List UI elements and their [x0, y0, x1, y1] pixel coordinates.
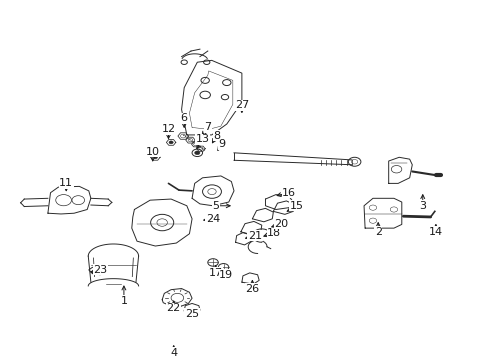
Text: 13: 13	[195, 134, 209, 144]
Text: 18: 18	[267, 228, 281, 238]
Text: 20: 20	[274, 219, 287, 229]
Text: 24: 24	[205, 214, 220, 224]
Text: 7: 7	[204, 122, 211, 132]
Text: 2: 2	[374, 227, 381, 237]
Text: 8: 8	[213, 131, 220, 141]
Text: 19: 19	[219, 270, 233, 280]
Circle shape	[153, 156, 157, 159]
Text: 11: 11	[59, 179, 73, 188]
Text: 4: 4	[170, 348, 177, 358]
Text: 17: 17	[208, 268, 222, 278]
Text: 14: 14	[428, 227, 442, 237]
Text: 12: 12	[161, 124, 175, 134]
Circle shape	[93, 269, 99, 273]
Circle shape	[194, 151, 200, 155]
Circle shape	[169, 141, 173, 144]
Text: 9: 9	[218, 139, 225, 149]
Text: 21: 21	[247, 231, 262, 240]
Text: 6: 6	[181, 113, 187, 123]
Text: 27: 27	[234, 100, 248, 110]
Text: 5: 5	[212, 201, 219, 211]
Text: 15: 15	[289, 201, 304, 211]
Text: 10: 10	[145, 147, 160, 157]
Text: 1: 1	[120, 296, 127, 306]
Text: 22: 22	[166, 303, 181, 313]
Text: 25: 25	[184, 309, 199, 319]
Text: 23: 23	[93, 265, 107, 275]
Text: 26: 26	[245, 284, 259, 293]
Text: 16: 16	[282, 188, 295, 198]
Text: 3: 3	[418, 201, 426, 211]
